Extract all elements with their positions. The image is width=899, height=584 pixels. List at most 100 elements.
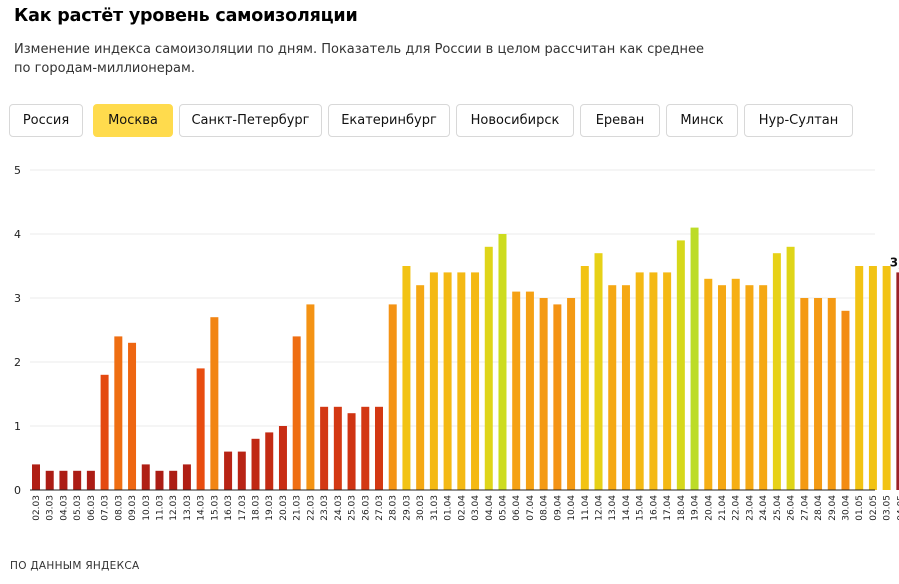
bar (512, 291, 521, 490)
bar (443, 272, 452, 490)
bar (498, 234, 507, 490)
tab-yerevan[interactable]: Ереван (580, 104, 660, 137)
x-tick-label: 22.04 (732, 495, 742, 521)
bar (649, 272, 658, 490)
x-tick-label: 26.04 (787, 495, 797, 521)
x-tick-label: 16.03 (224, 495, 234, 521)
bar (567, 298, 576, 490)
tab-saint-petersburg[interactable]: Санкт-Петербург (179, 104, 322, 137)
bar (169, 470, 178, 490)
last-value-label: 3,4 (890, 255, 899, 269)
bar (333, 406, 342, 490)
x-tick-label: 02.03 (32, 495, 42, 521)
bar (676, 240, 685, 490)
x-tick-label: 06.03 (87, 495, 97, 521)
x-tick-label: 01.05 (855, 495, 865, 521)
bar (553, 304, 562, 490)
x-tick-label: 20.04 (704, 495, 714, 521)
y-tick-label: 1 (14, 420, 21, 433)
bar (745, 285, 754, 490)
page-title: Как растёт уровень самоизоляции (14, 6, 358, 26)
tab-russia[interactable]: Россия (9, 104, 83, 137)
x-tick-label: 25.04 (773, 495, 783, 521)
bar (621, 285, 630, 490)
x-tick-label: 29.03 (402, 495, 412, 521)
x-tick-label: 07.04 (526, 495, 536, 521)
x-tick-label: 06.04 (512, 495, 522, 521)
bar (896, 272, 899, 490)
tab-yekaterinburg[interactable]: Екатеринбург (328, 104, 450, 137)
bar (114, 336, 123, 490)
bar (759, 285, 768, 490)
x-tick-label: 02.04 (457, 495, 467, 521)
tab-novosibirsk[interactable]: Новосибирск (456, 104, 574, 137)
bar (827, 298, 836, 490)
x-tick-label: 28.03 (389, 495, 399, 521)
x-tick-label: 01.04 (444, 495, 454, 521)
x-tick-label: 22.03 (306, 495, 316, 521)
x-tick-label: 17.03 (238, 495, 248, 521)
bar (32, 464, 40, 490)
bar (86, 470, 95, 490)
x-tick-label: 08.04 (540, 495, 550, 521)
x-tick-label: 17.04 (663, 495, 673, 521)
x-tick-label: 13.03 (183, 495, 193, 521)
x-tick-label: 23.04 (745, 495, 755, 521)
bar (868, 266, 877, 490)
x-tick-label: 09.03 (128, 495, 138, 521)
x-tick-label: 10.03 (142, 495, 152, 521)
x-tick-label: 05.04 (498, 495, 508, 521)
x-tick-label: 03.03 (46, 495, 56, 521)
bar (210, 317, 219, 490)
x-tick-label: 12.03 (169, 495, 179, 521)
x-tick-label: 07.03 (101, 495, 111, 521)
x-tick-label: 31.03 (430, 495, 440, 521)
y-tick-label: 4 (14, 228, 21, 241)
tab-moscow[interactable]: Москва (93, 104, 173, 137)
bar (182, 464, 191, 490)
x-tick-label: 15.03 (210, 495, 220, 521)
x-tick-label: 30.04 (841, 495, 851, 521)
x-tick-label: 08.03 (114, 495, 124, 521)
bar (278, 426, 287, 490)
bar (594, 253, 603, 490)
x-tick-label: 28.04 (814, 495, 824, 521)
x-tick-label: 21.03 (293, 495, 303, 521)
bar (265, 432, 274, 490)
bar (128, 342, 137, 490)
bar (772, 253, 781, 490)
bar (731, 278, 740, 490)
bar (484, 246, 493, 490)
bar (841, 310, 850, 490)
bar (416, 285, 425, 490)
bar (704, 278, 713, 490)
bar (251, 438, 260, 490)
x-tick-label: 23.03 (320, 495, 330, 521)
tab-nur-sultan[interactable]: Нур-Султан (744, 104, 853, 137)
bar (402, 266, 411, 490)
x-tick-label: 19.03 (265, 495, 275, 521)
y-tick-label: 0 (14, 484, 21, 497)
bar (196, 368, 205, 490)
x-tick-label: 16.04 (649, 495, 659, 521)
x-tick-label: 10.04 (567, 495, 577, 521)
bar (429, 272, 438, 490)
bar (73, 470, 82, 490)
x-tick-label: 20.03 (279, 495, 289, 521)
bar (457, 272, 466, 490)
x-tick-label: 04.05 (896, 495, 899, 521)
x-tick-label: 12.04 (595, 495, 605, 521)
x-tick-label: 27.03 (375, 495, 385, 521)
x-tick-label: 03.05 (883, 495, 893, 521)
bar (471, 272, 480, 490)
page-subtitle: Изменение индекса самоизоляции по дням. … (14, 42, 705, 76)
bar (539, 298, 548, 490)
x-tick-label: 03.04 (471, 495, 481, 521)
bar (155, 470, 164, 490)
bar (663, 272, 672, 490)
tab-minsk[interactable]: Минск (666, 104, 738, 137)
bar (141, 464, 150, 490)
bar (814, 298, 823, 490)
bar (525, 291, 534, 490)
